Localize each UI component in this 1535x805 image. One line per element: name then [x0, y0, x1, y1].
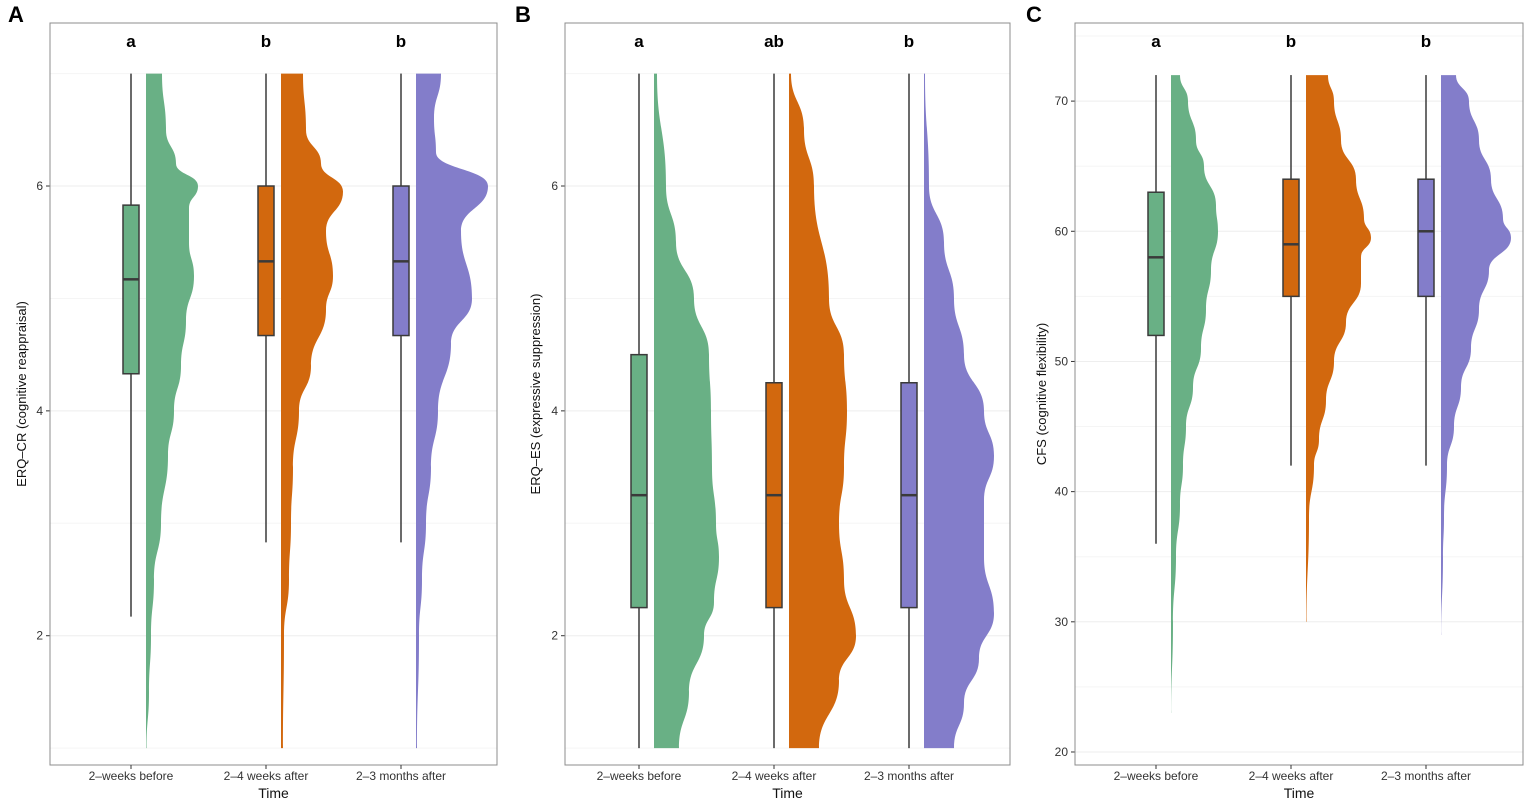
y-tick-label: 6: [36, 179, 43, 193]
y-axis-label: ERQ–ES (expressive suppression): [528, 294, 543, 495]
y-tick-label: 30: [1055, 615, 1069, 629]
y-tick-label: 40: [1055, 485, 1069, 499]
box-iqr: [1147, 191, 1165, 337]
significance-letter: b: [396, 32, 406, 51]
significance-letter: b: [1421, 32, 1431, 51]
box-iqr: [630, 353, 648, 609]
x-tick-label: 2–3 months after: [1381, 769, 1471, 783]
panel-label: A: [8, 2, 24, 27]
box-iqr: [122, 204, 140, 375]
significance-letter: a: [126, 32, 136, 51]
density-half-violin: [1171, 75, 1218, 713]
significance-letter: ab: [764, 32, 784, 51]
plot-frame: [564, 22, 1011, 766]
density-half-violin: [1441, 75, 1511, 635]
x-tick-label: 2–4 weeks after: [1249, 769, 1334, 783]
box-iqr: [1417, 178, 1435, 298]
significance-letter: b: [904, 32, 914, 51]
y-tick-label: 6: [551, 179, 558, 193]
panel-a: A 2 4 6 ERQ–CR (cognitive reappraisal) Time 2–…: [8, 2, 498, 801]
y-tick-label: 4: [36, 404, 43, 418]
x-axis-label: Time: [772, 785, 803, 801]
x-tick-label: 2–3 months after: [356, 769, 446, 783]
density-half-violin: [789, 73, 856, 749]
y-tick-label: 20: [1055, 745, 1069, 759]
y-tick-label: 4: [551, 404, 558, 418]
plot-frame: [49, 22, 498, 766]
x-tick-label: 2–4 weeks after: [732, 769, 817, 783]
y-tick-label: 50: [1055, 354, 1069, 368]
y-axis-label: CFS (cognitive flexibility): [1034, 323, 1049, 465]
y-axis-label: ERQ–CR (cognitive reappraisal): [14, 301, 29, 487]
y-tick-label: 70: [1055, 94, 1069, 108]
panel-c: C 20 30 40 50 60 70 CFS (cognitive flexibility)…: [1026, 2, 1524, 801]
density-half-violin: [281, 73, 343, 749]
significance-letter: a: [1151, 32, 1161, 51]
y-tick-label: 2: [36, 629, 43, 643]
box-iqr: [1282, 178, 1300, 298]
density-half-violin: [146, 73, 198, 749]
density-half-violin: [1306, 75, 1371, 622]
x-tick-label: 2–4 weeks after: [224, 769, 309, 783]
significance-letter: a: [634, 32, 644, 51]
x-tick-label: 2–weeks before: [1114, 769, 1199, 783]
panel-b: B 2 4 6 ERQ–ES (expressive suppression) Time 2…: [515, 2, 1011, 801]
x-tick-label: 2–weeks before: [597, 769, 682, 783]
x-axis-label: Time: [258, 785, 289, 801]
density-half-violin: [416, 73, 488, 749]
x-tick-label: 2–3 months after: [864, 769, 954, 783]
significance-letter: b: [1286, 32, 1296, 51]
density-half-violin: [654, 73, 719, 749]
plot-frame: [1074, 22, 1524, 766]
y-tick-label: 2: [551, 629, 558, 643]
significance-letter: b: [261, 32, 271, 51]
y-tick-label: 60: [1055, 224, 1069, 238]
density-half-violin: [924, 73, 994, 749]
x-tick-label: 2–weeks before: [89, 769, 174, 783]
panel-label: C: [1026, 2, 1042, 27]
panel-label: B: [515, 2, 531, 27]
x-axis-label: Time: [1284, 785, 1315, 801]
